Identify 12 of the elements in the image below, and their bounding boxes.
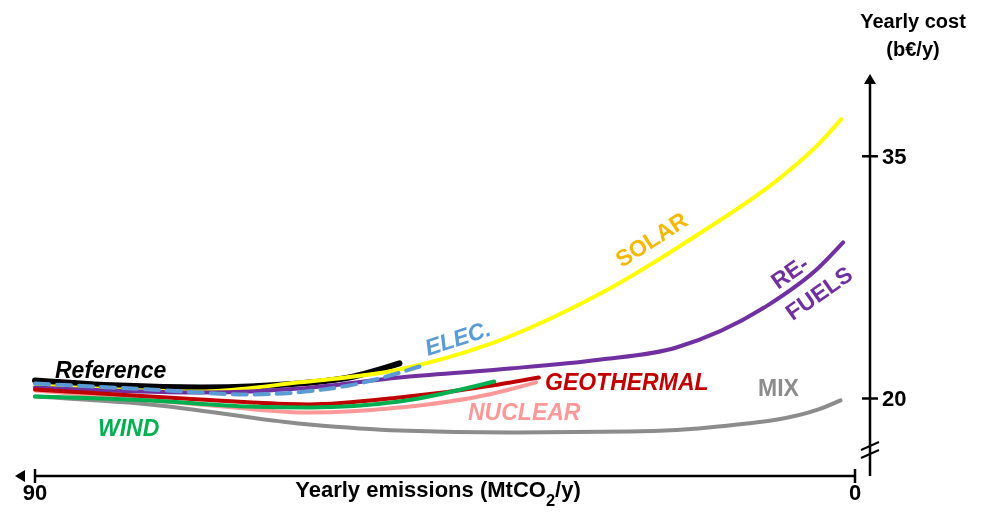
text: ELEC. (421, 315, 494, 361)
series-label: WIND (98, 415, 160, 441)
series-label: MIX (758, 375, 800, 401)
y-axis-title: Yearly cost (b€/y) (860, 10, 967, 60)
series-label: NUCLEAR (468, 399, 581, 425)
series-label: GEOTHERMAL (545, 369, 709, 395)
series-label: Reference (55, 357, 167, 383)
x-tick-label: 0 (848, 480, 862, 505)
x-axis-title: Yearly emissions (MtCO$_{2}$/y) (295, 477, 581, 509)
y-tick-label: 20 (882, 386, 907, 412)
x-tick-label: 90 (22, 480, 48, 505)
y-tick-label: 35 (882, 144, 907, 170)
